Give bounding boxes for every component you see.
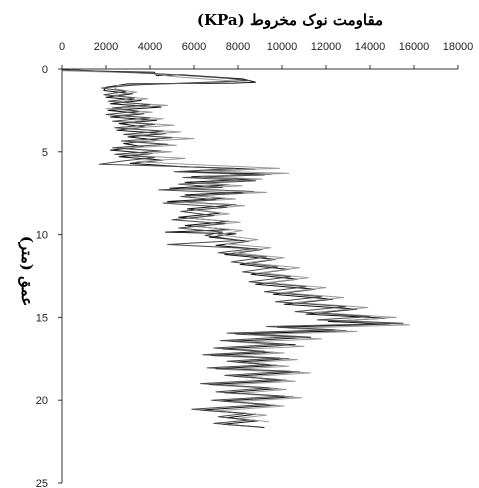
series-line-3 [68,69,404,428]
x-tick-label: 2000 [94,41,118,53]
axes-layer: 0 2000 4000 6000 8000 10000 12000 14000 16000 180… [36,41,474,488]
x-tick-label: 14000 [355,41,386,53]
y-tick-label: 15 [36,312,48,324]
x-tick-label: 6000 [182,41,206,53]
y-tick-label: 0 [42,64,48,76]
x-tick-label: 12000 [311,41,342,53]
chart-title: مقاومت نوک مخروط (KPa) [197,11,383,29]
y-tick-label: 5 [42,147,48,159]
x-tick-label: 8000 [226,41,250,53]
x-tick-label: 0 [59,41,65,53]
y-tick-label: 10 [36,230,48,242]
series-layer [61,69,411,428]
x-tick-label: 10000 [267,41,298,53]
x-tick-label: 16000 [399,41,430,53]
y-axis-title: عمق (متر) [18,236,36,306]
series-line-1 [61,69,391,428]
x-tick-label: 18000 [443,41,474,53]
y-tick-label: 25 [36,478,48,488]
y-tick-label: 20 [36,395,48,407]
x-tick-label: 4000 [138,41,162,53]
